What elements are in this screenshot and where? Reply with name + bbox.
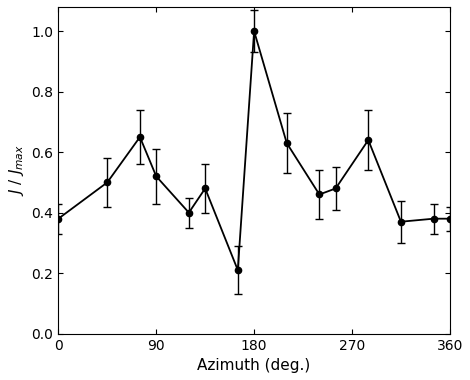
Y-axis label: $\mathit{J}\ /\ \mathit{J}_{\mathit{max}}$: $\mathit{J}\ /\ \mathit{J}_{\mathit{max}… bbox=[7, 144, 26, 196]
X-axis label: Azimuth (deg.): Azimuth (deg.) bbox=[197, 358, 311, 373]
